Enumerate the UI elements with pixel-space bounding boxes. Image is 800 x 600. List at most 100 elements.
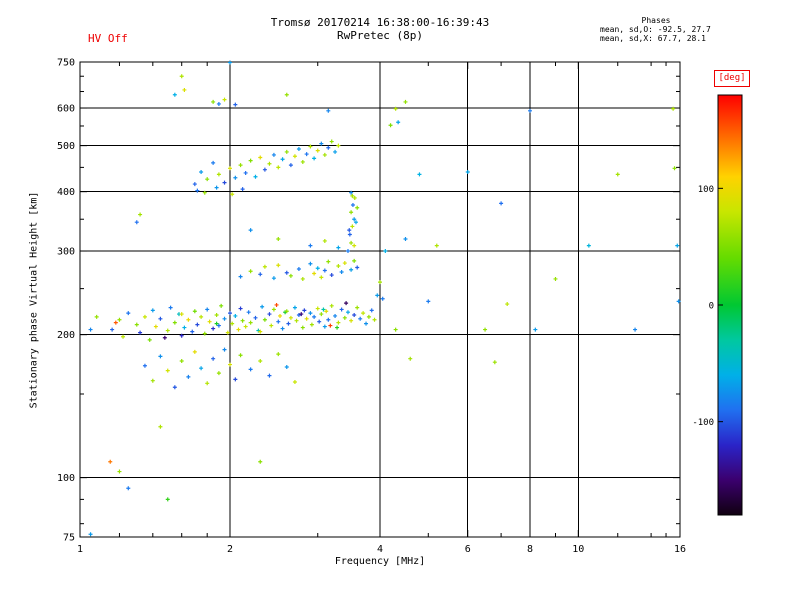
- scatter-point: [179, 359, 184, 364]
- scatter-point: [179, 74, 184, 79]
- scatter-point: [335, 325, 340, 330]
- plot-subtitle: RwPretec (8p): [336, 29, 424, 42]
- scatter-point: [304, 152, 309, 157]
- scatter-point: [233, 313, 238, 318]
- scatter-point: [465, 170, 470, 175]
- scatter-point: [396, 120, 401, 125]
- scatter-point: [202, 331, 207, 336]
- scatter-point: [315, 266, 320, 271]
- phases-stats-block: Phases mean, sd,O: -92.5, 27.7 mean, sd,…: [600, 16, 712, 43]
- scatter-point: [248, 158, 253, 163]
- scatter-point: [358, 316, 363, 321]
- scatter-point: [417, 172, 422, 177]
- scatter-point: [426, 299, 431, 304]
- scatter-point: [276, 263, 281, 268]
- scatter-point: [308, 311, 313, 316]
- scatter-point: [671, 106, 676, 111]
- scatter-point: [228, 362, 232, 367]
- scatter-point: [296, 313, 301, 318]
- scatter-point: [243, 324, 248, 329]
- scatter-point: [117, 317, 122, 322]
- scatter-point: [233, 377, 238, 382]
- scatter-point: [276, 165, 281, 170]
- y-tick-label: 750: [57, 58, 75, 69]
- scatter-point: [361, 311, 366, 316]
- scatter-point: [393, 106, 398, 111]
- x-tick-label: 6: [465, 544, 471, 555]
- scatter-point: [214, 321, 219, 326]
- scatter-point: [134, 322, 139, 327]
- scatter-point: [211, 160, 216, 165]
- scatter-point: [238, 306, 243, 311]
- scatter-point: [230, 321, 235, 326]
- scatter-point: [299, 312, 304, 317]
- scatter-point: [162, 335, 167, 340]
- scatter-point: [533, 327, 538, 332]
- scatter-point: [214, 185, 219, 190]
- scatter-point: [207, 319, 212, 324]
- scatter-point: [352, 217, 357, 222]
- scatter-point: [329, 303, 334, 308]
- scatter-point: [205, 307, 210, 312]
- scatter-point: [352, 243, 357, 248]
- x-tick-label: 10: [572, 544, 584, 555]
- scatter-point: [276, 319, 281, 324]
- scatter-point: [292, 379, 297, 384]
- scatter-point: [88, 327, 93, 332]
- scatter-point: [233, 102, 238, 107]
- scatter-point: [284, 270, 289, 275]
- scatter-point: [172, 92, 177, 97]
- scatter-point: [315, 148, 320, 153]
- scatter-point: [352, 313, 357, 318]
- scatter-point: [260, 304, 265, 309]
- scatter-point: [186, 374, 191, 379]
- scatter-point: [349, 240, 354, 245]
- scatter-point: [211, 326, 216, 331]
- scatter-point: [195, 188, 200, 193]
- scatter-point: [492, 360, 497, 365]
- scatter-point: [312, 314, 317, 319]
- phases-mean-o: mean, sd,O: -92.5, 27.7: [600, 25, 711, 34]
- scatter-point: [505, 302, 510, 307]
- phases-mean-x: mean, sd,X: 67.7, 28.1: [600, 34, 706, 43]
- scatter-point: [326, 317, 331, 322]
- scatter-point: [349, 267, 354, 272]
- scatter-point: [192, 182, 197, 187]
- scatter-point: [345, 310, 350, 315]
- colorbar-tick-label: -100: [692, 418, 714, 428]
- scatter-point: [158, 424, 163, 429]
- scatter-point: [211, 356, 216, 361]
- scatter-point: [199, 170, 204, 175]
- scatter-point: [182, 325, 187, 330]
- scatter-point: [347, 228, 352, 233]
- scatter-point: [134, 220, 139, 225]
- scatter-point: [165, 328, 170, 333]
- y-tick-label: 200: [57, 330, 75, 341]
- scatter-point: [113, 320, 118, 325]
- scatter-point: [336, 245, 341, 250]
- scatter-point: [240, 318, 245, 323]
- scatter-point: [258, 272, 263, 277]
- scatter-point: [284, 364, 289, 369]
- scatter-point: [296, 146, 301, 151]
- scatter-point: [172, 320, 177, 325]
- scatter-point: [271, 152, 276, 157]
- scatter-point: [211, 99, 216, 104]
- scatter-point: [319, 275, 324, 280]
- hv-status-label: HV Off: [88, 32, 128, 45]
- scatter-point: [326, 145, 331, 150]
- scatter-point: [345, 249, 350, 254]
- scatter-point: [308, 261, 313, 266]
- scatter-point: [339, 307, 344, 312]
- scatter-point: [676, 299, 681, 304]
- scatter-point: [165, 497, 170, 502]
- scatter-point: [248, 320, 253, 325]
- scatter-point: [117, 469, 122, 474]
- scatter-point: [369, 308, 374, 313]
- scatter-point: [202, 190, 207, 195]
- x-axis-label: Frequency [MHz]: [334, 556, 426, 567]
- scatter-point: [274, 302, 279, 307]
- scatter-point: [286, 321, 291, 326]
- scatter-point: [288, 273, 293, 278]
- scatter-point: [284, 92, 289, 97]
